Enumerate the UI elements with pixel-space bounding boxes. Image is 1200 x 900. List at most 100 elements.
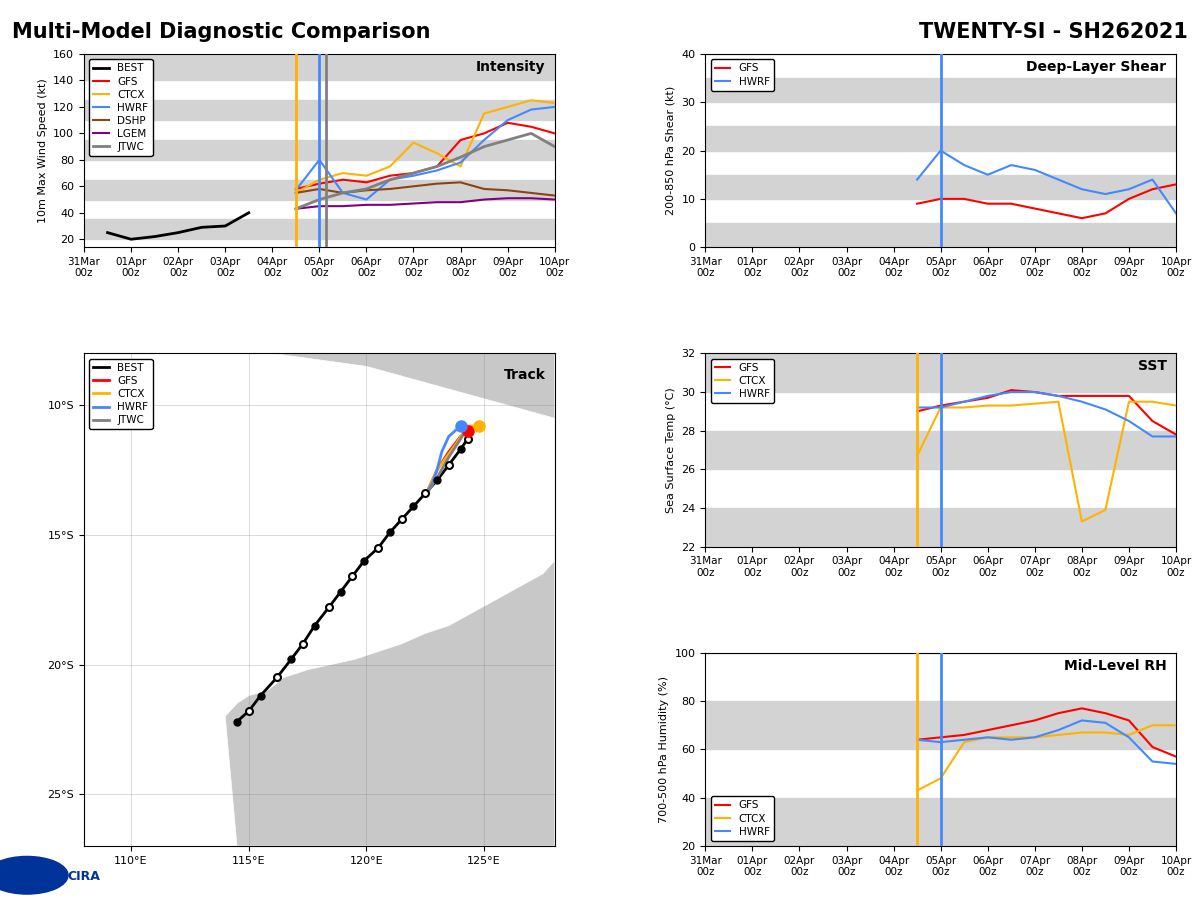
Y-axis label: 10m Max Wind Speed (kt): 10m Max Wind Speed (kt) xyxy=(37,78,48,223)
CTCX xyxy=(1098,727,1112,738)
Y-axis label: 200-850 hPa Shear (kt): 200-850 hPa Shear (kt) xyxy=(666,86,676,215)
Bar xyxy=(706,175,1176,199)
GFS xyxy=(1122,391,1136,401)
DSHP xyxy=(547,190,562,201)
HWRF xyxy=(1169,208,1183,219)
HWRF xyxy=(359,194,373,205)
JTWC xyxy=(383,175,397,185)
Line: CTCX: CTCX xyxy=(296,100,554,193)
DSHP xyxy=(430,178,444,189)
HWRF xyxy=(500,115,515,126)
GFS xyxy=(1051,707,1066,718)
HWRF xyxy=(934,737,948,748)
Bar xyxy=(706,431,1176,469)
GFS xyxy=(956,396,971,407)
LGEM xyxy=(524,193,539,203)
CTCX xyxy=(1075,727,1090,738)
GFS xyxy=(476,128,491,139)
DSHP xyxy=(476,184,491,194)
GFS xyxy=(1169,752,1183,762)
HWRF xyxy=(956,159,971,170)
CTCX xyxy=(1098,505,1112,516)
GFS xyxy=(1169,179,1183,190)
CTCX xyxy=(359,170,373,181)
Y-axis label: Sea Surface Temp (°C): Sea Surface Temp (°C) xyxy=(666,387,676,513)
CTCX xyxy=(1169,720,1183,731)
Line: HWRF: HWRF xyxy=(917,392,1176,436)
HWRF xyxy=(1145,431,1159,442)
Line: CTCX: CTCX xyxy=(917,401,1176,521)
LGEM xyxy=(383,200,397,211)
CTCX xyxy=(956,402,971,413)
GFS xyxy=(547,128,562,139)
GFS xyxy=(980,198,995,209)
GFS xyxy=(1075,703,1090,714)
HWRF xyxy=(1169,431,1183,442)
HWRF xyxy=(934,145,948,156)
CTCX xyxy=(1027,732,1042,742)
GFS xyxy=(1004,384,1019,395)
CTCX xyxy=(336,167,350,178)
JTWC xyxy=(359,184,373,194)
GFS xyxy=(500,117,515,128)
Line: DSHP: DSHP xyxy=(296,183,554,195)
Text: CIRA: CIRA xyxy=(67,869,100,883)
GFS xyxy=(934,400,948,411)
CTCX xyxy=(524,94,539,105)
Line: LGEM: LGEM xyxy=(296,198,554,209)
HWRF xyxy=(910,734,924,745)
HWRF xyxy=(956,396,971,407)
HWRF xyxy=(910,402,924,413)
LGEM xyxy=(430,197,444,208)
HWRF xyxy=(1051,175,1066,185)
CTCX xyxy=(1145,396,1159,407)
CTCX xyxy=(910,785,924,796)
JTWC xyxy=(430,161,444,172)
LGEM xyxy=(312,201,326,212)
Bar xyxy=(706,78,1176,103)
CTCX xyxy=(1145,720,1159,731)
GFS xyxy=(1075,212,1090,223)
CTCX xyxy=(980,400,995,411)
GFS xyxy=(407,167,421,178)
Bar xyxy=(84,220,554,239)
DSHP xyxy=(359,184,373,195)
CTCX xyxy=(1075,516,1090,526)
JTWC xyxy=(336,187,350,198)
LGEM xyxy=(359,200,373,211)
Line: HWRF: HWRF xyxy=(917,720,1176,764)
GFS xyxy=(1051,391,1066,401)
GFS xyxy=(980,724,995,735)
CTCX xyxy=(383,161,397,172)
GFS xyxy=(1122,715,1136,725)
CTCX xyxy=(407,137,421,148)
HWRF xyxy=(910,175,924,185)
LGEM xyxy=(454,197,468,208)
CTCX xyxy=(1004,400,1019,411)
LGEM xyxy=(289,203,304,214)
GFS xyxy=(1098,707,1112,718)
HWRF xyxy=(980,732,995,742)
HWRF xyxy=(383,175,397,185)
Text: Intensity: Intensity xyxy=(475,59,545,74)
GFS xyxy=(336,175,350,185)
HWRF xyxy=(524,104,539,115)
JTWC xyxy=(454,152,468,163)
GFS xyxy=(1004,720,1019,731)
Line: CTCX: CTCX xyxy=(917,725,1176,790)
Polygon shape xyxy=(226,561,554,846)
CTCX xyxy=(934,773,948,784)
Bar xyxy=(84,54,554,80)
GFS xyxy=(1145,416,1159,427)
GFS xyxy=(910,406,924,417)
BEST xyxy=(241,207,256,218)
HWRF xyxy=(1122,184,1136,194)
CTCX xyxy=(1051,396,1066,407)
JTWC xyxy=(476,141,491,152)
LGEM xyxy=(336,201,350,212)
DSHP xyxy=(312,184,326,194)
CTCX xyxy=(1169,400,1183,411)
GFS xyxy=(980,392,995,403)
Legend: BEST, GFS, CTCX, HWRF, DSHP, LGEM, JTWC: BEST, GFS, CTCX, HWRF, DSHP, LGEM, JTWC xyxy=(89,59,152,157)
LGEM xyxy=(476,194,491,205)
